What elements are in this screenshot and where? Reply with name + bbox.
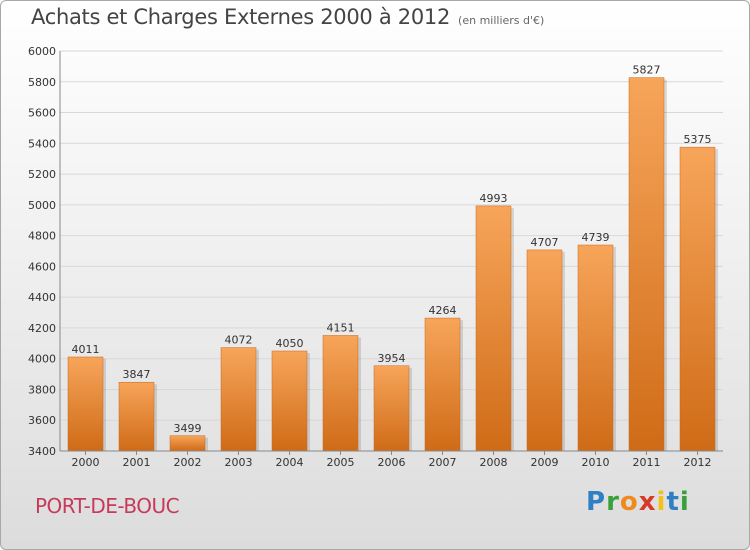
x-tick-label: 2005 — [327, 456, 355, 469]
x-tick-label: 2009 — [531, 456, 559, 469]
data-label: 4707 — [531, 236, 559, 249]
y-tick-label: 5600 — [28, 107, 56, 120]
data-label: 4011 — [72, 343, 100, 356]
y-tick-label: 5400 — [28, 137, 56, 150]
y-tick-label: 5800 — [28, 76, 56, 89]
bar-2006 — [373, 365, 410, 452]
data-label: 5375 — [684, 133, 712, 146]
x-tick-label: 2011 — [633, 456, 661, 469]
y-tick-label: 4200 — [28, 322, 56, 335]
bars — [67, 77, 718, 452]
bar-2012 — [679, 146, 716, 452]
x-tick-label: 2006 — [378, 456, 406, 469]
y-tick-label: 4600 — [28, 260, 56, 273]
x-tick-label: 2001 — [123, 456, 151, 469]
data-label: 4993 — [480, 192, 508, 205]
data-label: 4072 — [225, 334, 253, 347]
y-tick-label: 4400 — [28, 291, 56, 304]
x-tick-label: 2003 — [225, 456, 253, 469]
y-tick-label: 4000 — [28, 353, 56, 366]
bar-2010 — [577, 244, 614, 452]
y-tick-label: 3600 — [28, 414, 56, 427]
x-tick-label: 2012 — [684, 456, 712, 469]
chart-header: Achats et Charges Externes 2000 à 2012 (e… — [31, 5, 544, 29]
bar-2001 — [118, 381, 155, 452]
data-label: 4264 — [429, 304, 457, 317]
y-tick-label: 6000 — [28, 45, 56, 58]
bar-2003 — [220, 347, 257, 452]
city-name: PORT-DE-BOUC — [35, 494, 180, 518]
bar-2004 — [271, 350, 308, 452]
x-tick-label: 2008 — [480, 456, 508, 469]
bar-2005 — [322, 335, 359, 452]
chart-title: Achats et Charges Externes 2000 à 2012 — [31, 5, 451, 29]
data-label: 3499 — [174, 422, 202, 435]
data-label: 5827 — [633, 64, 661, 77]
bar-2002 — [169, 435, 206, 452]
chart-subtitle: (en milliers d'€) — [458, 14, 545, 27]
y-tick-label: 5000 — [28, 199, 56, 212]
x-tick-label: 2010 — [582, 456, 610, 469]
y-tick-label: 4800 — [28, 230, 56, 243]
y-tick-label: 5200 — [28, 168, 56, 181]
data-labels: 4011 3847 3499 4072 4050 4151 3954 4264 4993 4707… — [72, 64, 712, 435]
x-tick-label: 2004 — [276, 456, 304, 469]
bar-2008 — [475, 205, 512, 452]
bar-2007 — [424, 317, 461, 452]
bar-2011 — [628, 77, 665, 452]
y-tick-label: 3800 — [28, 383, 56, 396]
data-label: 4739 — [582, 231, 610, 244]
x-tick-label: 2000 — [72, 456, 100, 469]
data-label: 4050 — [276, 337, 304, 350]
data-label: 3954 — [378, 352, 406, 365]
data-label: 4151 — [327, 321, 355, 334]
axes: 3400 3600 3800 4000 4200 4400 4600 4800 5000 5200… — [28, 45, 723, 469]
proxiti-logo[interactable]: Proxiti — [586, 487, 690, 517]
x-tick-label: 2002 — [174, 456, 202, 469]
x-tick-label: 2007 — [429, 456, 457, 469]
data-label: 3847 — [123, 368, 151, 381]
bar-2009 — [526, 249, 563, 452]
bar-2000 — [67, 356, 104, 452]
y-tick-label: 3400 — [28, 445, 56, 458]
